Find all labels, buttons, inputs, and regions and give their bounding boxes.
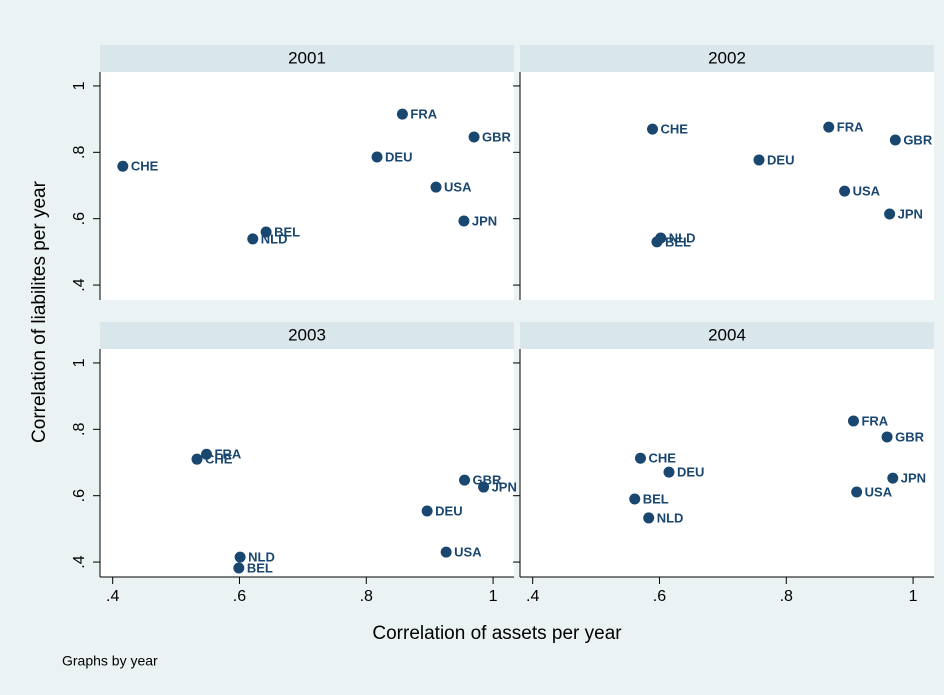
y-axis-title: Correlation of liabilites per year bbox=[29, 180, 50, 443]
point-label: GBR bbox=[895, 429, 925, 444]
point-label: CHE bbox=[661, 122, 689, 137]
point bbox=[851, 486, 863, 498]
point bbox=[201, 448, 213, 460]
point bbox=[884, 208, 896, 220]
point-label: CHE bbox=[648, 451, 676, 466]
plot-area bbox=[100, 349, 514, 577]
y-tick-label: .8 bbox=[71, 146, 88, 159]
point bbox=[371, 151, 383, 163]
point-label: CHE bbox=[205, 452, 233, 467]
point bbox=[881, 431, 893, 443]
point bbox=[887, 472, 899, 484]
point bbox=[260, 226, 272, 238]
point bbox=[889, 134, 901, 146]
point-label: JPN bbox=[898, 206, 923, 221]
x-tick-label: 1 bbox=[909, 588, 918, 605]
x-tick-label: .8 bbox=[360, 588, 373, 605]
point bbox=[651, 236, 663, 248]
point-label: BEL bbox=[665, 234, 691, 249]
point bbox=[117, 160, 129, 172]
point bbox=[459, 474, 471, 486]
y-tick-label: .8 bbox=[71, 423, 88, 436]
x-tick-label: .6 bbox=[233, 588, 246, 605]
point-label: DEU bbox=[677, 465, 704, 480]
facet-header bbox=[100, 45, 514, 72]
point bbox=[839, 185, 851, 197]
plot-area bbox=[520, 349, 934, 577]
point-label: JPN bbox=[492, 479, 517, 494]
x-axis-title: Correlation of assets per year bbox=[372, 623, 622, 644]
facet-header bbox=[520, 322, 934, 349]
point bbox=[440, 546, 452, 558]
point bbox=[629, 493, 641, 505]
point bbox=[468, 131, 480, 143]
point-label: BEL bbox=[643, 491, 669, 506]
facet-title: 2003 bbox=[288, 325, 326, 344]
point bbox=[753, 154, 765, 166]
point-label: GBR bbox=[903, 132, 933, 147]
point bbox=[823, 121, 835, 133]
facet-header bbox=[100, 322, 514, 349]
y-tick-label: .4 bbox=[71, 278, 88, 291]
point bbox=[247, 233, 259, 245]
point-label: DEU bbox=[767, 152, 794, 167]
point bbox=[421, 505, 433, 517]
point-label: USA bbox=[444, 180, 472, 195]
point bbox=[458, 215, 470, 227]
point-label: JPN bbox=[472, 213, 497, 228]
y-tick-label: .4 bbox=[71, 555, 88, 568]
point-label: NLD bbox=[669, 230, 696, 245]
facet-header bbox=[520, 45, 934, 72]
point-label: NLD bbox=[261, 231, 288, 246]
note: Graphs by year bbox=[62, 653, 158, 669]
y-tick-label: 1 bbox=[71, 358, 88, 367]
point bbox=[847, 415, 859, 427]
point bbox=[643, 512, 655, 524]
point-label: DEU bbox=[385, 149, 412, 164]
point-label: NLD bbox=[248, 550, 275, 565]
facet-title: 2002 bbox=[708, 48, 746, 67]
point-label: USA bbox=[865, 484, 893, 499]
x-tick-label: .8 bbox=[780, 588, 793, 605]
facet-title: 2001 bbox=[288, 48, 326, 67]
point-label: FRA bbox=[861, 413, 888, 428]
x-tick-label: .6 bbox=[653, 588, 666, 605]
point bbox=[430, 181, 442, 193]
point bbox=[191, 453, 203, 465]
point bbox=[234, 551, 246, 563]
point bbox=[663, 466, 675, 478]
plot-area bbox=[520, 72, 934, 300]
point-label: DEU bbox=[435, 503, 462, 518]
plot-area bbox=[100, 72, 514, 300]
point bbox=[634, 452, 646, 464]
point-label: NLD bbox=[657, 510, 684, 525]
point-label: USA bbox=[454, 545, 482, 560]
facet-title: 2004 bbox=[708, 325, 746, 344]
x-tick-label: .4 bbox=[526, 588, 539, 605]
point-label: JPN bbox=[901, 471, 926, 486]
x-tick-label: .4 bbox=[106, 588, 119, 605]
point-label: GBR bbox=[482, 129, 512, 144]
point-label: USA bbox=[853, 184, 881, 199]
point-label: FRA bbox=[215, 447, 242, 462]
point bbox=[647, 123, 659, 135]
y-tick-label: 1 bbox=[71, 81, 88, 90]
x-tick-label: 1 bbox=[489, 588, 498, 605]
y-tick-label: .6 bbox=[71, 212, 88, 225]
y-tick-label: .6 bbox=[71, 489, 88, 502]
point bbox=[233, 562, 245, 574]
point-label: CHE bbox=[131, 159, 159, 174]
point-label: BEL bbox=[274, 224, 300, 239]
point-label: FRA bbox=[837, 120, 864, 135]
point-label: FRA bbox=[410, 107, 437, 122]
point bbox=[478, 481, 490, 493]
point-label: BEL bbox=[247, 560, 273, 575]
point bbox=[396, 108, 408, 120]
